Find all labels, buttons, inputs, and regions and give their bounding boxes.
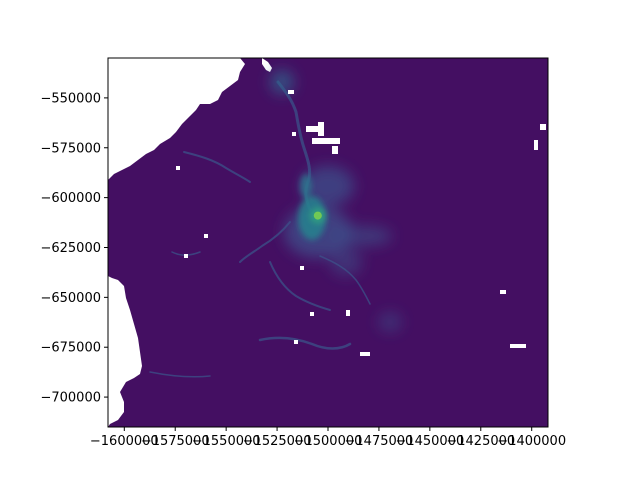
x-tick-label: −1525000	[243, 434, 312, 449]
nodata-speck	[292, 132, 296, 136]
y-tick-label: −550000	[40, 91, 101, 106]
nodata-speck	[540, 124, 546, 130]
channel-west-branch	[183, 151, 251, 183]
nodata-specks	[176, 90, 546, 356]
nodata-speck	[346, 310, 350, 316]
y-tick-label: −600000	[40, 191, 101, 206]
x-tick-label: −1550000	[192, 434, 261, 449]
y-tick-label: −675000	[40, 341, 101, 356]
channel-south-2	[269, 261, 331, 311]
nodata-southwest-region	[108, 276, 142, 427]
heatmap-raster	[108, 58, 548, 427]
nodata-speck	[310, 312, 314, 316]
nodata-speck	[500, 290, 506, 294]
nodata-speck	[184, 254, 188, 258]
nodata-speck	[288, 90, 294, 94]
plume-south	[330, 248, 362, 276]
nodata-speck	[176, 166, 180, 170]
x-tick-label: −1575000	[141, 434, 210, 449]
core-northern	[300, 174, 312, 198]
x-tick-label: −1600000	[90, 434, 159, 449]
x-tick-label: −1475000	[345, 434, 414, 449]
nodata-speck	[534, 140, 538, 150]
y-tick-label: −625000	[40, 241, 101, 256]
channel-lower-left	[149, 371, 211, 378]
channel-south-1	[258, 336, 352, 350]
y-tick-label: −575000	[40, 141, 101, 156]
channel-southwest	[239, 221, 291, 263]
nodata-speck	[360, 352, 370, 356]
nodata-speck	[318, 122, 324, 136]
y-axis: −550000 −575000 −600000 −625000 −650000 −6750…	[40, 91, 108, 406]
nodata-speck	[294, 340, 298, 344]
x-tick-label: −1450000	[395, 434, 464, 449]
plume-north	[270, 70, 294, 94]
nodata-top-notch	[262, 58, 272, 72]
x-axis: −1600000−1575000−1550000−1525000−1500000…	[90, 427, 566, 449]
nodata-speck	[312, 138, 340, 144]
x-tick-label: −1425000	[446, 434, 515, 449]
nodata-west-region	[108, 58, 245, 180]
nodata-speck	[300, 266, 304, 270]
plume-east	[332, 226, 392, 246]
plume-midfield	[378, 312, 402, 332]
peak-halo	[309, 207, 326, 224]
nodata-speck	[306, 126, 324, 132]
nodata-speck	[510, 344, 526, 348]
y-tick-label: −700000	[40, 391, 101, 406]
nodata-speck	[332, 146, 338, 154]
plume-upper	[302, 166, 354, 206]
nodata-speck	[204, 234, 208, 238]
x-tick-label: −1400000	[497, 434, 566, 449]
x-tick-label: −1500000	[294, 434, 363, 449]
y-tick-label: −650000	[40, 291, 101, 306]
